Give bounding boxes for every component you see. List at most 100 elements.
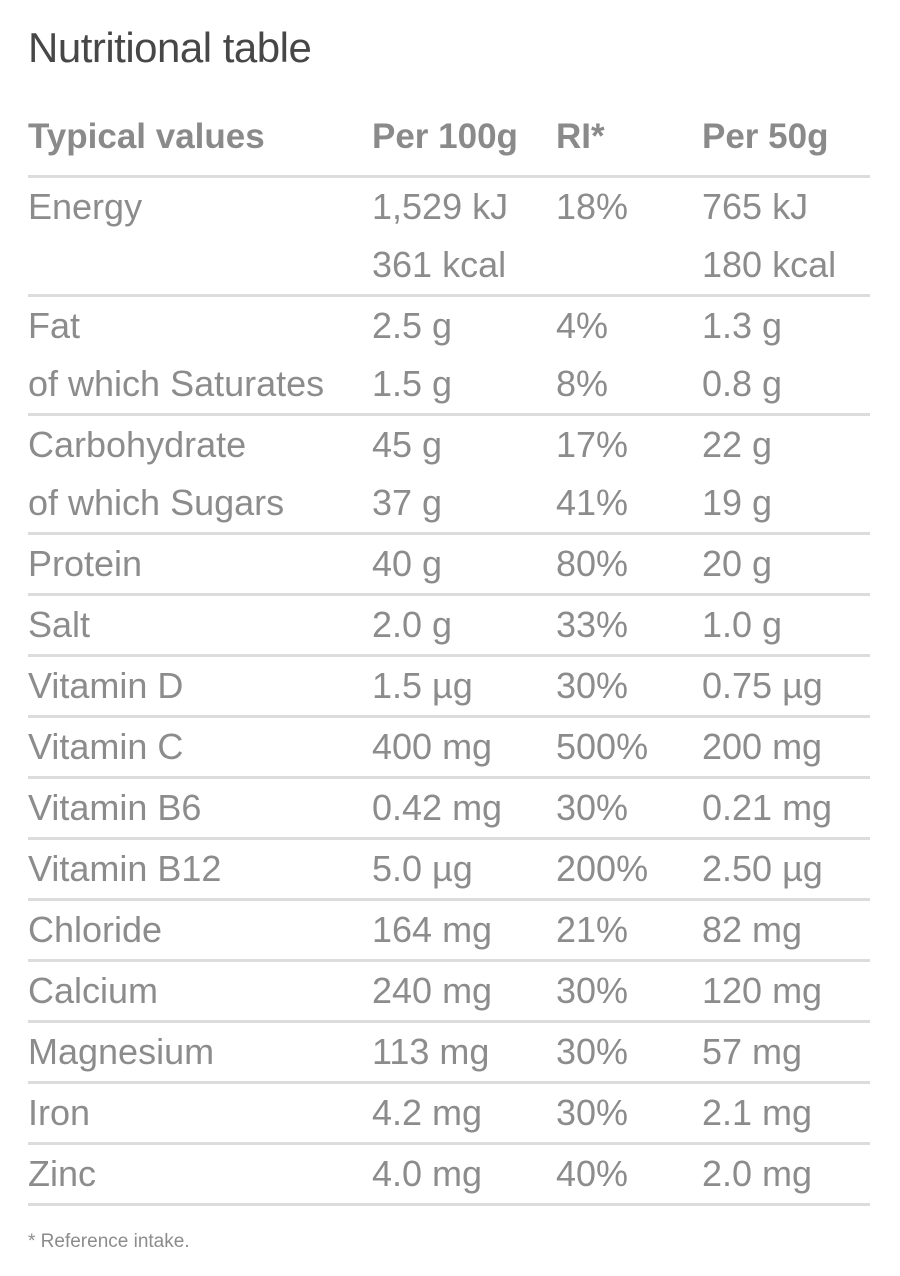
value-per-50g-cell: 2.0 mg	[702, 1144, 870, 1205]
value-ri-cell: 30%	[556, 778, 702, 839]
nutrient-name-cell: Vitamin B12	[28, 839, 372, 900]
value-ri	[556, 236, 702, 294]
value-ri-cell: 40%	[556, 1144, 702, 1205]
nutrient-name: of which Sugars	[28, 482, 285, 523]
value-per-50g-cell: 22 g 19 g	[702, 415, 870, 534]
table-row: Salt 2.0 g 33% 1.0 g	[28, 595, 870, 656]
value-per-50g-cell: 0.21 mg	[702, 778, 870, 839]
table-row: Chloride 164 mg 21% 82 mg	[28, 900, 870, 961]
nutrient-name: of which Saturates	[28, 363, 325, 404]
table-row: Vitamin B6 0.42 mg 30% 0.21 mg	[28, 778, 870, 839]
value-per-50g: 0.21 mg	[702, 787, 833, 828]
value-per-100g-cell: 40 g	[372, 534, 556, 595]
value-per-100g: 40 g	[372, 543, 443, 584]
value-per-100g: 2.0 g	[372, 604, 453, 645]
value-per-100g-cell: 1,529 kJ 361 kcal	[372, 177, 556, 296]
value-per-100g: 37 g	[372, 482, 443, 523]
value-ri: 30%	[556, 665, 629, 706]
value-ri: 18%	[556, 186, 629, 227]
value-ri: 17%	[556, 424, 629, 465]
value-per-100g: 4.2 mg	[372, 1092, 483, 1133]
nutrient-name: Carbohydrate	[28, 424, 247, 465]
nutrient-name: Salt	[28, 604, 91, 645]
value-ri: 21%	[556, 909, 629, 950]
value-ri-cell: 200%	[556, 839, 702, 900]
value-per-100g-cell: 1.5 µg	[372, 656, 556, 717]
value-per-50g-cell: 765 kJ 180 kcal	[702, 177, 870, 296]
value-per-100g-cell: 0.42 mg	[372, 778, 556, 839]
table-header-row: Typical values Per 100g RI* Per 50g	[28, 106, 870, 177]
nutrient-name: Zinc	[28, 1153, 97, 1194]
value-ri: 30%	[556, 787, 629, 828]
value-ri: 40%	[556, 1153, 629, 1194]
value-per-50g-cell: 82 mg	[702, 900, 870, 961]
page-title: Nutritional table	[28, 24, 312, 71]
value-per-100g-cell: 2.0 g	[372, 595, 556, 656]
table-row: Fat of which Saturates 2.5 g 1.5 g 4% 8% 1.3 g…	[28, 296, 870, 415]
value-per-50g-cell: 0.75 µg	[702, 656, 870, 717]
nutrient-name: Vitamin C	[28, 726, 184, 767]
nutrient-name: Vitamin B6	[28, 787, 202, 828]
nutrient-name-cell: Vitamin B6	[28, 778, 372, 839]
value-ri: 30%	[556, 1092, 629, 1133]
table-row: Vitamin B12 5.0 µg 200% 2.50 µg	[28, 839, 870, 900]
table-row: Energy 1,529 kJ 361 kcal 18% 765 kJ 180 kcal	[28, 177, 870, 296]
value-ri-cell: 17% 41%	[556, 415, 702, 534]
nutrient-name: Fat	[28, 305, 81, 346]
table-row: Vitamin C 400 mg 500% 200 mg	[28, 717, 870, 778]
value-per-100g-cell: 2.5 g 1.5 g	[372, 296, 556, 415]
header-per-100g: Per 100g	[372, 117, 518, 156]
value-per-50g: 765 kJ	[702, 186, 809, 227]
value-ri: 80%	[556, 543, 629, 584]
table-row: Carbohydrate of which Sugars 45 g 37 g 17% 41…	[28, 415, 870, 534]
nutrient-name: Magnesium	[28, 1031, 215, 1072]
nutrient-name-cell: Zinc	[28, 1144, 372, 1205]
value-per-50g: 180 kcal	[702, 244, 837, 285]
nutrient-name-cell: Protein	[28, 534, 372, 595]
value-ri-cell: 18%	[556, 177, 702, 296]
table-row: Magnesium 113 mg 30% 57 mg	[28, 1022, 870, 1083]
footnote: * Reference intake.	[28, 1231, 190, 1252]
nutrient-name: Iron	[28, 1092, 91, 1133]
value-ri: 30%	[556, 1031, 629, 1072]
value-per-50g: 2.1 mg	[702, 1092, 813, 1133]
value-ri-cell: 30%	[556, 1022, 702, 1083]
value-per-50g-cell: 20 g	[702, 534, 870, 595]
value-per-50g-cell: 2.50 µg	[702, 839, 870, 900]
value-per-100g-cell: 45 g 37 g	[372, 415, 556, 534]
header-typical-values: Typical values	[28, 117, 265, 156]
value-ri: 200%	[556, 848, 649, 889]
value-ri: 30%	[556, 970, 629, 1011]
value-ri-cell: 30%	[556, 1083, 702, 1144]
value-ri-cell: 30%	[556, 656, 702, 717]
value-ri-cell: 500%	[556, 717, 702, 778]
value-per-50g-cell: 1.3 g 0.8 g	[702, 296, 870, 415]
value-per-50g: 2.0 mg	[702, 1153, 813, 1194]
value-ri: 8%	[556, 363, 609, 404]
value-ri: 500%	[556, 726, 649, 767]
nutrient-name-cell: Calcium	[28, 961, 372, 1022]
value-ri-cell: 4% 8%	[556, 296, 702, 415]
nutrient-name-cell: Vitamin C	[28, 717, 372, 778]
value-per-50g: 82 mg	[702, 909, 803, 950]
value-per-100g: 113 mg	[372, 1031, 490, 1072]
value-per-50g-cell: 57 mg	[702, 1022, 870, 1083]
nutrient-name: Vitamin D	[28, 665, 184, 706]
value-per-100g: 0.42 mg	[372, 787, 503, 828]
table-row: Vitamin D 1.5 µg 30% 0.75 µg	[28, 656, 870, 717]
value-per-50g: 200 mg	[702, 726, 823, 767]
table-row: Protein 40 g 80% 20 g	[28, 534, 870, 595]
value-per-50g: 1.0 g	[702, 604, 783, 645]
value-per-50g: 0.8 g	[702, 363, 783, 404]
value-per-50g-cell: 200 mg	[702, 717, 870, 778]
value-per-50g: 0.75 µg	[702, 665, 823, 706]
value-per-100g-cell: 113 mg	[372, 1022, 556, 1083]
value-ri: 41%	[556, 482, 629, 523]
nutrient-name-cell: Magnesium	[28, 1022, 372, 1083]
value-per-100g-cell: 4.2 mg	[372, 1083, 556, 1144]
value-per-100g-cell: 164 mg	[372, 900, 556, 961]
value-per-100g-cell: 4.0 mg	[372, 1144, 556, 1205]
value-per-100g: 400 mg	[372, 726, 493, 767]
nutrient-name-cell: Chloride	[28, 900, 372, 961]
header-per-50g: Per 50g	[702, 117, 829, 156]
